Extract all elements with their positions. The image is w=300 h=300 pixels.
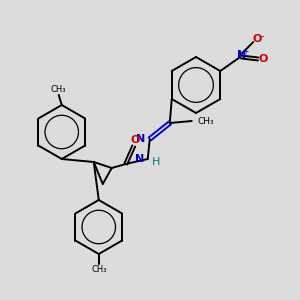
- Text: CH₃: CH₃: [50, 85, 65, 94]
- Text: +: +: [242, 47, 248, 56]
- Text: N: N: [134, 154, 144, 164]
- Text: O: O: [253, 34, 262, 44]
- Text: CH₃: CH₃: [91, 265, 106, 274]
- Text: O: O: [259, 54, 268, 64]
- Text: N: N: [237, 50, 246, 60]
- Text: O: O: [130, 135, 140, 145]
- Text: -: -: [260, 31, 264, 41]
- Text: N: N: [136, 134, 145, 144]
- Text: CH₃: CH₃: [198, 116, 214, 125]
- Text: H: H: [152, 157, 160, 167]
